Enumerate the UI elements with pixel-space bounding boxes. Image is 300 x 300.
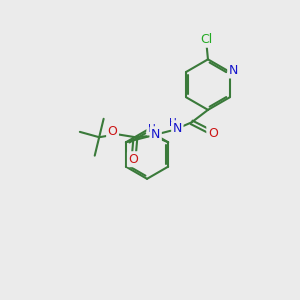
Text: O: O	[208, 127, 218, 140]
Text: N: N	[173, 122, 182, 135]
Text: N: N	[151, 128, 160, 141]
Text: N: N	[229, 64, 238, 77]
Text: H: H	[169, 118, 177, 128]
Text: H: H	[148, 124, 155, 134]
Text: O: O	[108, 125, 118, 138]
Text: Cl: Cl	[200, 33, 213, 46]
Text: O: O	[128, 153, 138, 166]
